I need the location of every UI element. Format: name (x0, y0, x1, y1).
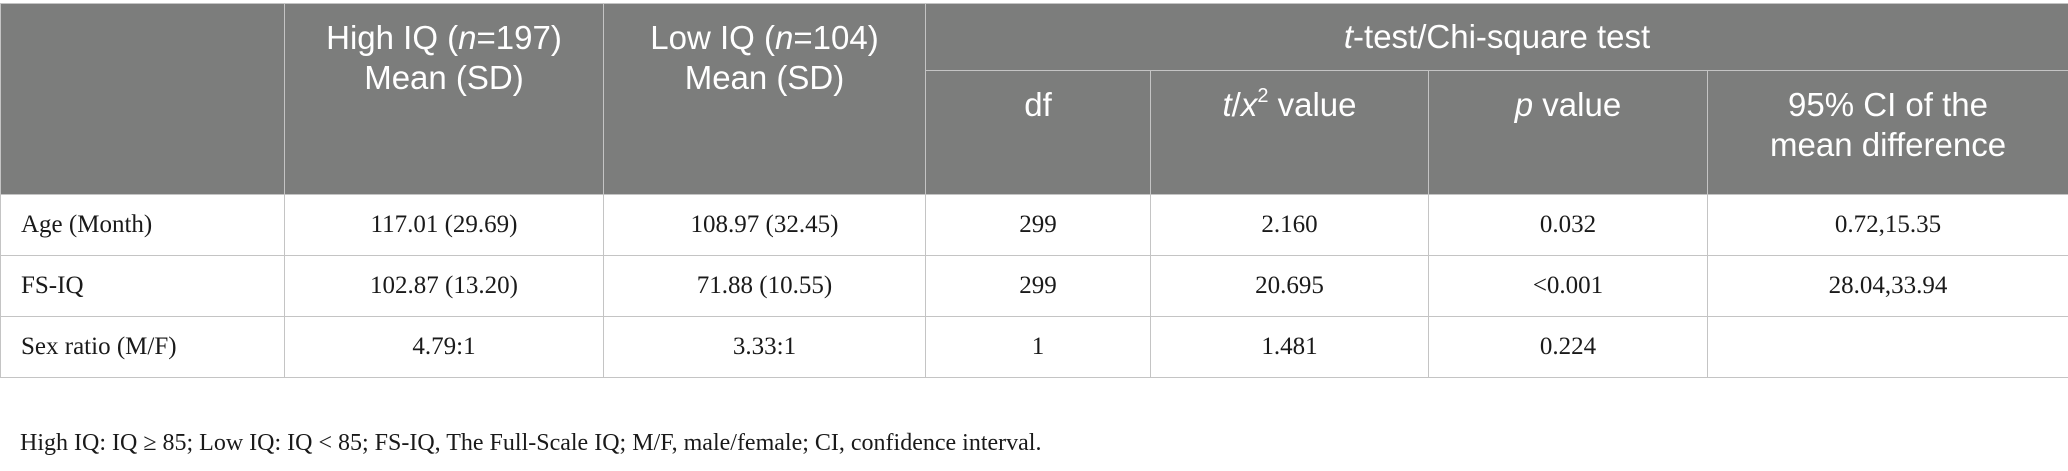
results-table-container: High IQ (n=197) Mean (SD) Low IQ (n=104)… (0, 3, 2068, 378)
header-tval-rest: value (1268, 86, 1357, 123)
row-label: FS-IQ (0, 255, 285, 317)
header-tval-sup: 2 (1257, 85, 1269, 107)
header-ci: 95% CI of the mean difference (1706, 70, 2068, 195)
table-header: High IQ (n=197) Mean (SD) Low IQ (n=104)… (0, 3, 2068, 195)
row-label: Sex ratio (M/F) (0, 316, 285, 378)
cell-ci: 28.04,33.94 (1706, 255, 2068, 317)
cell-df: 1 (925, 316, 1151, 378)
header-ci-line1: 95% CI of the (1788, 86, 1988, 123)
header-tval-slash: / (1231, 86, 1241, 123)
header-ci-line2: mean difference (1770, 126, 2007, 163)
header-df-label: df (1024, 86, 1052, 123)
cell-p-value: 0.224 (1428, 316, 1708, 378)
cell-df: 299 (925, 194, 1151, 256)
cell-df: 299 (925, 255, 1151, 317)
header-test-t: t (1343, 18, 1354, 55)
header-high-iq-prefix: High IQ ( (326, 19, 459, 56)
cell-high-iq: 117.01 (29.69) (284, 194, 604, 256)
cell-low-iq: 3.33:1 (603, 316, 926, 378)
header-t-value: t/x2 value (1150, 70, 1429, 195)
cell-ci: 0.72,15.35 (1706, 194, 2068, 256)
header-df: df (925, 70, 1151, 195)
cell-low-iq: 71.88 (10.55) (603, 255, 926, 317)
header-test-group: t-test/Chi-square test (924, 3, 2068, 71)
header-low-iq-prefix: Low IQ ( (650, 19, 775, 56)
cell-p-value: 0.032 (1428, 194, 1708, 256)
cell-high-iq: 4.79:1 (284, 316, 604, 378)
table-footnote: High IQ: IQ ≥ 85; Low IQ: IQ < 85; FS-IQ… (20, 430, 1042, 456)
header-p-value: p value (1428, 70, 1708, 195)
table-body: Age (Month) 117.01 (29.69) 108.97 (32.45… (0, 194, 2068, 378)
header-low-iq-n: n (775, 19, 794, 56)
cell-ci (1706, 316, 2068, 378)
results-table: High IQ (n=197) Mean (SD) Low IQ (n=104)… (0, 3, 2068, 378)
header-high-iq: High IQ (n=197) Mean (SD) (284, 3, 604, 195)
cell-low-iq: 108.97 (32.45) (603, 194, 926, 256)
header-low-iq: Low IQ (n=104) Mean (SD) (603, 3, 926, 195)
header-pval-rest: value (1533, 86, 1622, 123)
header-test-rest: -test/Chi-square test (1353, 18, 1651, 55)
row-label: Age (Month) (0, 194, 285, 256)
header-tval-t: t (1222, 86, 1232, 123)
cell-t-value: 20.695 (1150, 255, 1429, 317)
table-row: Age (Month) 117.01 (29.69) 108.97 (32.45… (0, 194, 2068, 256)
table-row: Sex ratio (M/F) 4.79:1 3.33:1 1 1.481 0.… (0, 316, 2068, 378)
header-high-iq-mean-sd: Mean (SD) (364, 59, 524, 96)
cell-t-value: 2.160 (1150, 194, 1429, 256)
header-empty-cell (0, 3, 285, 195)
header-high-iq-n: n (458, 19, 477, 56)
header-tval-x: x (1240, 86, 1258, 123)
cell-t-value: 1.481 (1150, 316, 1429, 378)
header-low-iq-mean-sd: Mean (SD) (684, 59, 845, 96)
table-row: FS-IQ 102.87 (13.20) 71.88 (10.55) 299 2… (0, 255, 2068, 317)
header-low-iq-suffix: =104) (793, 19, 879, 56)
cell-high-iq: 102.87 (13.20) (284, 255, 604, 317)
header-high-iq-suffix: =197) (476, 19, 562, 56)
cell-p-value: <0.001 (1428, 255, 1708, 317)
header-pval-p: p (1514, 86, 1534, 123)
